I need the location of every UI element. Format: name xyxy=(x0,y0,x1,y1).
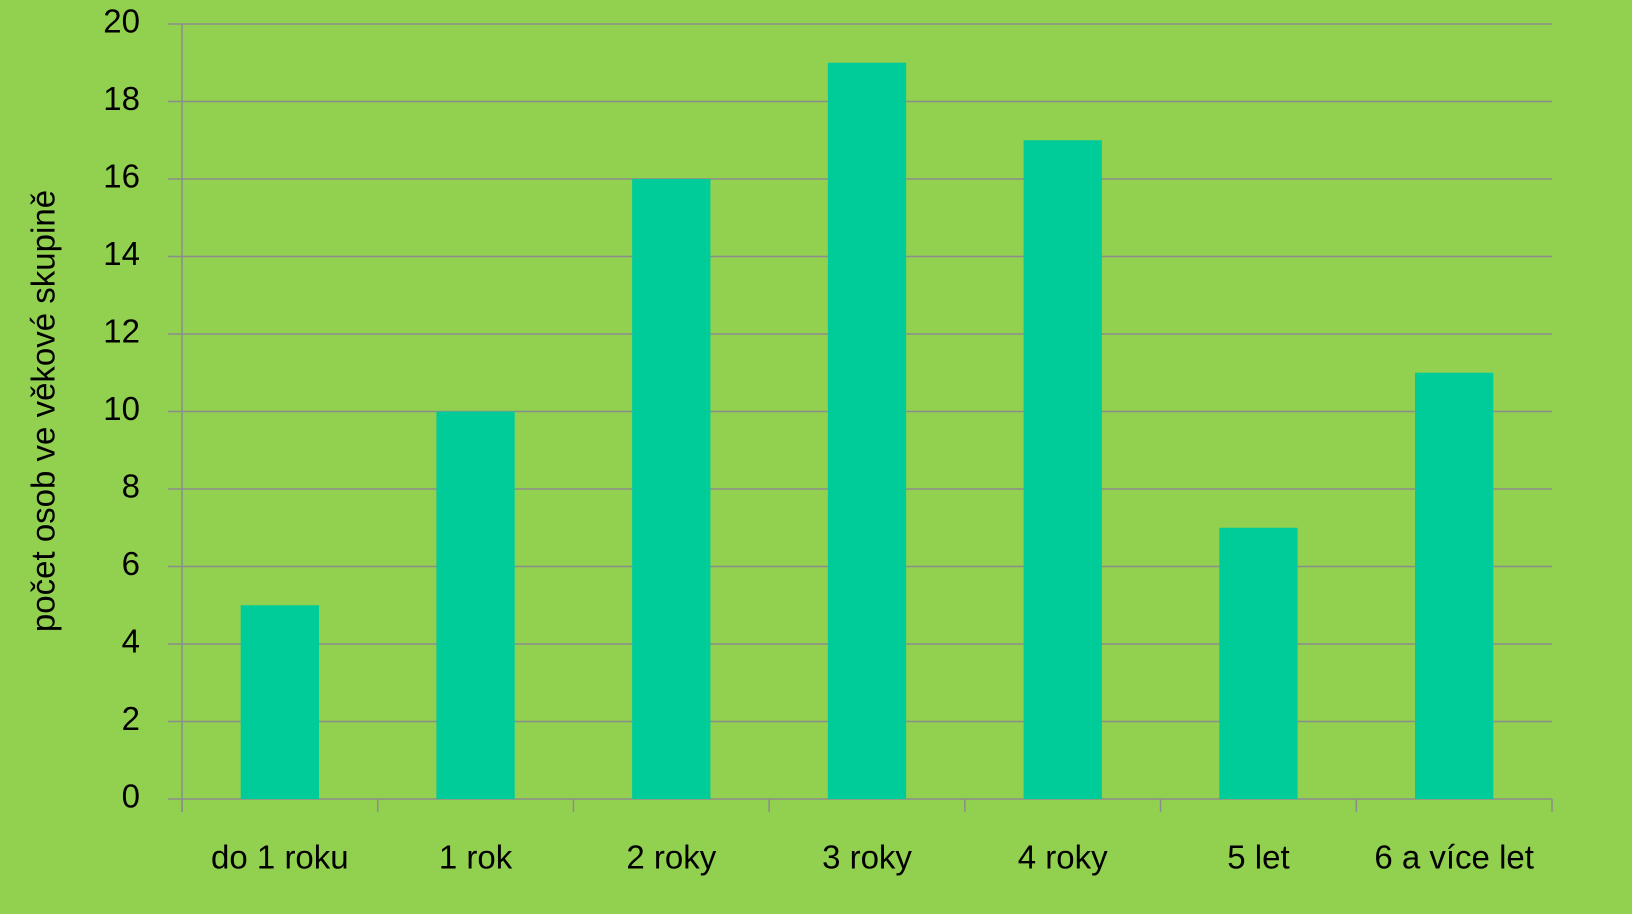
x-tick-label: 4 roky xyxy=(1018,839,1108,876)
y-axis-label: počet osob ve věkové skupině xyxy=(25,190,62,632)
bar xyxy=(632,179,711,799)
x-tick-label: do 1 roku xyxy=(211,839,349,876)
bar xyxy=(240,605,319,799)
y-tick-label: 0 xyxy=(122,778,140,815)
x-tick-label: 2 roky xyxy=(626,839,716,876)
y-tick-label: 10 xyxy=(103,390,140,427)
bar xyxy=(436,411,515,799)
y-tick-label: 2 xyxy=(122,700,140,737)
x-tick-label: 5 let xyxy=(1227,839,1289,876)
y-tick-label: 16 xyxy=(103,158,140,195)
x-tick-label: 1 rok xyxy=(439,839,513,876)
y-tick-label: 6 xyxy=(122,545,140,582)
bar xyxy=(1415,372,1494,799)
bar xyxy=(1023,140,1102,799)
y-tick-label: 20 xyxy=(103,3,140,40)
y-tick-label: 8 xyxy=(122,468,140,505)
y-tick-label: 14 xyxy=(103,235,140,272)
y-tick-label: 12 xyxy=(103,313,140,350)
bar xyxy=(827,62,907,799)
y-tick-label: 4 xyxy=(122,623,140,660)
x-tick-label: 6 a více let xyxy=(1374,839,1534,876)
y-tick-label: 18 xyxy=(103,80,140,117)
x-tick-label: 3 roky xyxy=(822,839,912,876)
bar xyxy=(1219,527,1298,799)
